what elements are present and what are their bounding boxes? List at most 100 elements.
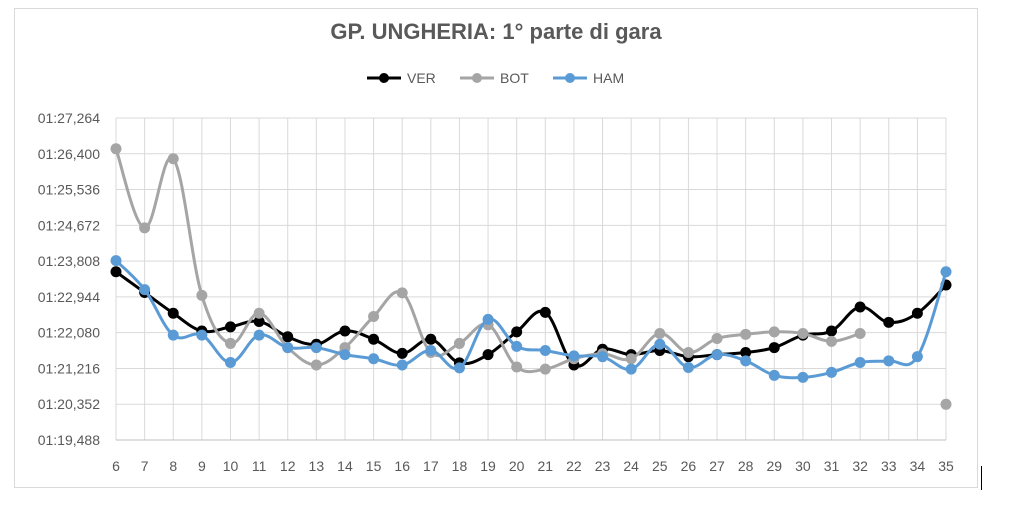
series-ham <box>110 255 952 383</box>
point-bot-lap-35 <box>940 398 952 410</box>
x-tick-label: 9 <box>198 458 206 474</box>
point-bot-lap-18 <box>453 337 465 349</box>
point-bot-lap-31 <box>826 335 838 347</box>
point-ver-lap-17 <box>425 333 437 345</box>
point-ver-lap-6 <box>110 266 122 278</box>
point-bot-lap-28 <box>740 328 752 340</box>
point-ham-lap-9 <box>196 329 208 341</box>
x-tick-label: 22 <box>566 458 582 474</box>
point-bot-lap-11 <box>253 307 265 319</box>
point-ham-lap-27 <box>711 349 723 361</box>
legend: VER BOT HAM <box>367 70 624 86</box>
point-bot-lap-27 <box>711 332 723 344</box>
x-tick-label: 16 <box>394 458 410 474</box>
point-bot-lap-8 <box>167 153 179 165</box>
point-bot-lap-26 <box>682 347 694 359</box>
point-ham-lap-24 <box>625 363 637 375</box>
x-tick-label: 13 <box>309 458 325 474</box>
chart-title: GP. UNGHERIA: 1° parte di gara <box>330 19 662 44</box>
series-line-bot-0 <box>114 147 862 374</box>
y-tick-label: 01:20,352 <box>38 396 100 412</box>
y-tick-label: 01:24,672 <box>38 217 100 233</box>
point-bot-lap-29 <box>768 326 780 338</box>
point-bot-lap-7 <box>139 222 151 234</box>
point-bot-lap-6 <box>110 143 122 155</box>
point-bot-lap-32 <box>854 327 866 339</box>
x-tick-label: 31 <box>824 458 840 474</box>
y-tick-label: 01:25,536 <box>38 182 100 198</box>
legend-item-ham: HAM <box>553 70 624 86</box>
x-tick-label: 32 <box>852 458 868 474</box>
x-tick-label: 7 <box>141 458 149 474</box>
x-tick-label: 12 <box>280 458 296 474</box>
y-tick-label: 01:21,216 <box>38 360 100 376</box>
point-ver-lap-16 <box>396 347 408 359</box>
point-ver-lap-10 <box>224 321 236 333</box>
x-tick-label: 19 <box>480 458 496 474</box>
point-ver-lap-33 <box>883 316 895 328</box>
x-tick-label: 18 <box>452 458 468 474</box>
point-bot-lap-9 <box>196 289 208 301</box>
point-ham-lap-21 <box>539 344 551 356</box>
point-ver-lap-19 <box>482 349 494 361</box>
legend-label-bot: BOT <box>500 70 529 86</box>
point-ham-lap-10 <box>224 356 236 368</box>
y-tick-label: 01:23,808 <box>38 253 100 269</box>
point-ver-lap-21 <box>539 306 551 318</box>
point-ham-lap-35 <box>940 266 952 278</box>
x-tick-label: 25 <box>652 458 668 474</box>
legend-label-ver: VER <box>407 70 436 86</box>
point-ver-lap-28 <box>740 347 752 359</box>
point-bot-lap-30 <box>797 327 809 339</box>
series-layer <box>110 143 952 410</box>
point-ham-lap-29 <box>768 369 780 381</box>
x-axis-ticks: 6 7 8 9 10 11 12 13 14 15 16 17 18 19 20 21 22 23 24 25 26 27… <box>112 458 954 474</box>
edge-marker <box>981 466 982 490</box>
point-ver-lap-8 <box>167 307 179 319</box>
point-ver-lap-31 <box>826 325 838 337</box>
point-bot-lap-15 <box>368 311 380 323</box>
y-tick-label: 01:22,080 <box>38 325 100 341</box>
point-ham-lap-26 <box>682 361 694 373</box>
legend-label-ham: HAM <box>593 70 624 86</box>
point-ver-lap-15 <box>368 333 380 345</box>
point-ver-lap-11 <box>253 315 265 327</box>
x-tick-label: 34 <box>910 458 926 474</box>
point-ham-lap-8 <box>167 329 179 341</box>
point-ham-lap-6 <box>110 255 122 267</box>
point-bot-lap-21 <box>539 363 551 375</box>
point-ham-lap-34 <box>911 351 923 363</box>
y-tick-label: 01:19,488 <box>38 432 100 448</box>
point-ham-lap-32 <box>854 356 866 368</box>
gridlines <box>115 117 947 441</box>
point-bot-lap-24 <box>625 353 637 365</box>
point-ham-lap-33 <box>883 355 895 367</box>
point-ham-lap-28 <box>740 355 752 367</box>
point-ver-lap-12 <box>282 331 294 343</box>
point-ver-lap-34 <box>911 307 923 319</box>
x-tick-label: 8 <box>169 458 177 474</box>
x-tick-label: 15 <box>366 458 382 474</box>
point-ham-lap-19 <box>482 313 494 325</box>
point-bot-lap-10 <box>224 337 236 349</box>
point-ham-lap-14 <box>339 349 351 361</box>
x-tick-label: 11 <box>252 458 267 474</box>
point-ham-lap-31 <box>826 366 838 378</box>
point-ver-lap-32 <box>854 301 866 313</box>
point-bot-lap-25 <box>654 327 666 339</box>
x-tick-label: 20 <box>509 458 525 474</box>
series-ver <box>110 266 952 371</box>
point-ham-lap-15 <box>368 353 380 365</box>
point-ham-lap-22 <box>568 350 580 362</box>
point-ham-lap-16 <box>396 359 408 371</box>
y-tick-label: 01:27,264 <box>38 110 100 126</box>
point-ver-lap-29 <box>768 342 780 354</box>
x-tick-label: 17 <box>423 458 439 474</box>
x-tick-label: 27 <box>709 458 725 474</box>
x-tick-label: 14 <box>337 458 353 474</box>
point-ham-lap-11 <box>253 329 265 341</box>
x-tick-label: 35 <box>938 458 954 474</box>
x-tick-label: 21 <box>538 458 554 474</box>
point-ham-lap-23 <box>597 351 609 363</box>
